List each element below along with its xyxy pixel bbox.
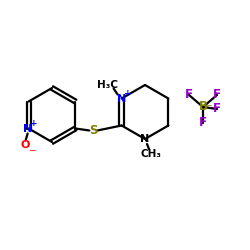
Text: H₃C: H₃C [97, 80, 118, 90]
Text: O: O [21, 140, 30, 150]
Text: S: S [89, 124, 98, 137]
Text: +: + [30, 119, 38, 128]
Text: F: F [213, 88, 221, 102]
Text: F: F [185, 88, 193, 102]
Text: F: F [213, 102, 221, 116]
Text: CH₃: CH₃ [140, 149, 162, 159]
Text: N: N [23, 124, 32, 134]
Text: B: B [198, 100, 207, 114]
Text: −: − [204, 100, 212, 110]
Text: −: − [28, 145, 35, 154]
Text: +: + [124, 89, 132, 98]
Text: N: N [140, 134, 149, 144]
Text: F: F [199, 116, 207, 130]
Text: N: N [117, 94, 126, 104]
